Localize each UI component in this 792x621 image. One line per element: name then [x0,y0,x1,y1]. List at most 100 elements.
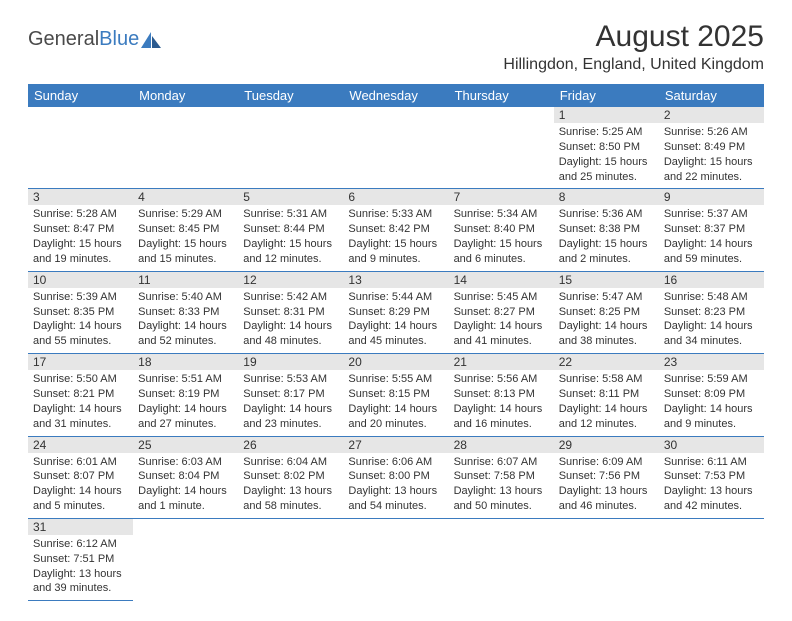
calendar-cell: 16Sunrise: 5:48 AMSunset: 8:23 PMDayligh… [659,271,764,353]
daylight-line2: and 31 minutes. [33,417,128,432]
day-number: 1 [554,107,659,123]
calendar-cell-empty [449,107,554,189]
sunrise-line: Sunrise: 5:51 AM [138,372,233,387]
sunset-line: Sunset: 8:15 PM [348,387,443,402]
cell-body: Sunrise: 5:39 AMSunset: 8:35 PMDaylight:… [28,288,133,353]
calendar-cell: 30Sunrise: 6:11 AMSunset: 7:53 PMDayligh… [659,436,764,518]
calendar-cell-empty [238,518,343,600]
daylight-line1: Daylight: 13 hours [664,484,759,499]
daylight-line2: and 23 minutes. [243,417,338,432]
daylight-line1: Daylight: 14 hours [559,319,654,334]
daylight-line1: Daylight: 15 hours [559,155,654,170]
day-header-row: SundayMondayTuesdayWednesdayThursdayFrid… [28,84,764,107]
logo-text-general: General [28,28,99,51]
calendar-cell-empty [238,107,343,189]
daylight-line2: and 19 minutes. [33,252,128,267]
daylight-line1: Daylight: 14 hours [138,484,233,499]
title-block: August 2025 Hillingdon, England, United … [503,20,764,80]
sunrise-line: Sunrise: 5:48 AM [664,290,759,305]
logo-text-blue: Blue [99,28,139,51]
calendar-cell: 9Sunrise: 5:37 AMSunset: 8:37 PMDaylight… [659,189,764,271]
calendar-cell-empty [343,107,448,189]
day-number: 9 [659,189,764,205]
daylight-line1: Daylight: 14 hours [664,319,759,334]
sunrise-line: Sunrise: 5:44 AM [348,290,443,305]
cell-body: Sunrise: 6:06 AMSunset: 8:00 PMDaylight:… [343,453,448,518]
daylight-line2: and 58 minutes. [243,499,338,514]
sunrise-line: Sunrise: 5:55 AM [348,372,443,387]
day-header: Sunday [28,84,133,107]
daylight-line1: Daylight: 13 hours [33,567,128,582]
cell-body: Sunrise: 6:07 AMSunset: 7:58 PMDaylight:… [449,453,554,518]
month-title: August 2025 [503,20,764,54]
day-number: 2 [659,107,764,123]
cell-body: Sunrise: 5:56 AMSunset: 8:13 PMDaylight:… [449,370,554,435]
daylight-line2: and 50 minutes. [454,499,549,514]
sunset-line: Sunset: 8:21 PM [33,387,128,402]
cell-body: Sunrise: 5:42 AMSunset: 8:31 PMDaylight:… [238,288,343,353]
sunrise-line: Sunrise: 5:39 AM [33,290,128,305]
calendar-cell: 4Sunrise: 5:29 AMSunset: 8:45 PMDaylight… [133,189,238,271]
sunset-line: Sunset: 8:47 PM [33,222,128,237]
calendar-week: 24Sunrise: 6:01 AMSunset: 8:07 PMDayligh… [28,436,764,518]
day-number: 24 [28,437,133,453]
daylight-line2: and 59 minutes. [664,252,759,267]
sunset-line: Sunset: 8:23 PM [664,305,759,320]
daylight-line1: Daylight: 14 hours [664,402,759,417]
calendar-cell: 19Sunrise: 5:53 AMSunset: 8:17 PMDayligh… [238,354,343,436]
cell-body: Sunrise: 5:29 AMSunset: 8:45 PMDaylight:… [133,205,238,270]
calendar-cell: 11Sunrise: 5:40 AMSunset: 8:33 PMDayligh… [133,271,238,353]
sunrise-line: Sunrise: 5:42 AM [243,290,338,305]
sunset-line: Sunset: 8:04 PM [138,469,233,484]
daylight-line1: Daylight: 15 hours [454,237,549,252]
sunset-line: Sunset: 8:45 PM [138,222,233,237]
calendar-cell-empty [28,107,133,189]
sunset-line: Sunset: 8:09 PM [664,387,759,402]
daylight-line2: and 9 minutes. [664,417,759,432]
daylight-line2: and 15 minutes. [138,252,233,267]
day-number: 22 [554,354,659,370]
daylight-line1: Daylight: 14 hours [559,402,654,417]
cell-body: Sunrise: 5:47 AMSunset: 8:25 PMDaylight:… [554,288,659,353]
calendar-cell-empty [133,518,238,600]
calendar-cell-empty [343,518,448,600]
daylight-line2: and 1 minute. [138,499,233,514]
calendar-cell: 1Sunrise: 5:25 AMSunset: 8:50 PMDaylight… [554,107,659,189]
day-number: 20 [343,354,448,370]
cell-body: Sunrise: 5:40 AMSunset: 8:33 PMDaylight:… [133,288,238,353]
sunset-line: Sunset: 8:17 PM [243,387,338,402]
calendar-week: 1Sunrise: 5:25 AMSunset: 8:50 PMDaylight… [28,107,764,189]
sunrise-line: Sunrise: 5:37 AM [664,207,759,222]
calendar-cell-empty [449,518,554,600]
cell-body: Sunrise: 5:55 AMSunset: 8:15 PMDaylight:… [343,370,448,435]
daylight-line2: and 5 minutes. [33,499,128,514]
day-number: 3 [28,189,133,205]
sunset-line: Sunset: 8:42 PM [348,222,443,237]
daylight-line2: and 52 minutes. [138,334,233,349]
sunrise-line: Sunrise: 5:34 AM [454,207,549,222]
daylight-line1: Daylight: 14 hours [454,402,549,417]
daylight-line1: Daylight: 13 hours [348,484,443,499]
cell-body: Sunrise: 5:34 AMSunset: 8:40 PMDaylight:… [449,205,554,270]
day-number: 15 [554,272,659,288]
calendar-cell: 6Sunrise: 5:33 AMSunset: 8:42 PMDaylight… [343,189,448,271]
daylight-line1: Daylight: 14 hours [348,319,443,334]
daylight-line2: and 48 minutes. [243,334,338,349]
sunset-line: Sunset: 8:44 PM [243,222,338,237]
day-number: 21 [449,354,554,370]
daylight-line2: and 34 minutes. [664,334,759,349]
day-number: 25 [133,437,238,453]
daylight-line1: Daylight: 14 hours [243,319,338,334]
daylight-line2: and 41 minutes. [454,334,549,349]
calendar-cell-empty [133,107,238,189]
calendar-cell: 13Sunrise: 5:44 AMSunset: 8:29 PMDayligh… [343,271,448,353]
day-number: 10 [28,272,133,288]
daylight-line2: and 16 minutes. [454,417,549,432]
sunset-line: Sunset: 7:58 PM [454,469,549,484]
daylight-line1: Daylight: 15 hours [33,237,128,252]
sunset-line: Sunset: 8:40 PM [454,222,549,237]
sunrise-line: Sunrise: 5:29 AM [138,207,233,222]
sunset-line: Sunset: 8:02 PM [243,469,338,484]
calendar-cell: 23Sunrise: 5:59 AMSunset: 8:09 PMDayligh… [659,354,764,436]
daylight-line2: and 39 minutes. [33,581,128,596]
